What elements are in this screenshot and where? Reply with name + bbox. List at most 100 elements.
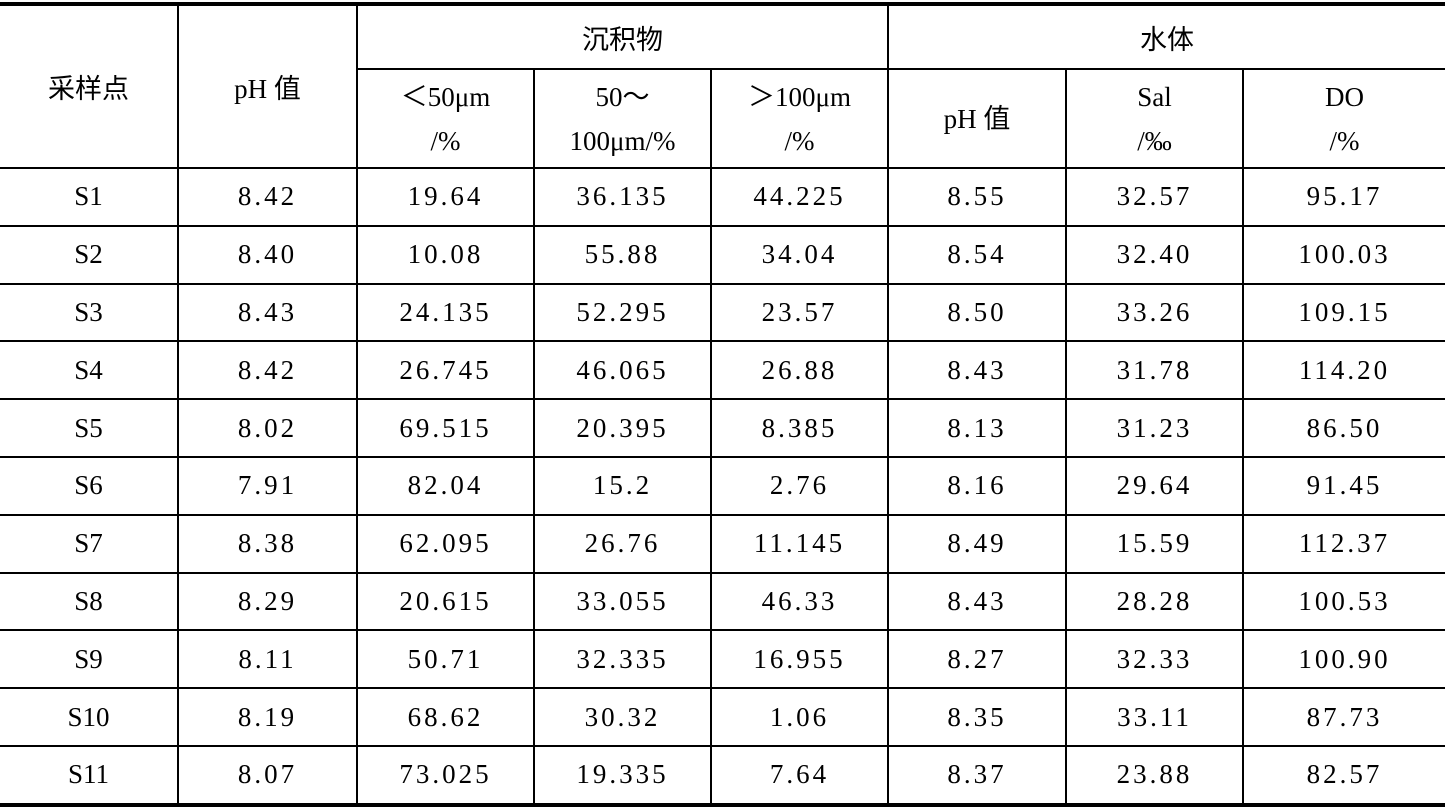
cell-do: 100.90 — [1242, 629, 1445, 690]
cell-lt50: 10.08 — [356, 224, 535, 285]
cell-water-ph: 8.35 — [887, 687, 1068, 747]
cell-lt50: 68.62 — [356, 687, 535, 747]
cell-sediment-ph: 8.29 — [177, 571, 358, 632]
cell-50-100: 19.335 — [533, 744, 712, 806]
cell-50-100: 55.88 — [533, 224, 712, 285]
cell-lt50: 73.025 — [356, 744, 535, 806]
cell-site: S1 — [0, 167, 179, 227]
cell-gt100: 44.225 — [709, 167, 890, 227]
cell-gt100: 11.145 — [709, 513, 890, 574]
header-unit: /‰ — [1137, 125, 1172, 156]
cell-gt100: 2.76 — [709, 455, 890, 516]
table-row: S1 8.42 19.64 36.135 44.225 8.55 32.57 95.17 — [0, 167, 1445, 227]
cell-do: 86.50 — [1242, 398, 1445, 458]
cell-lt50: 26.745 — [356, 340, 535, 401]
cell-lt50: 20.615 — [356, 571, 535, 632]
cell-water-ph: 8.49 — [887, 513, 1068, 574]
cell-do: 82.57 — [1242, 744, 1445, 806]
cell-sediment-ph: 8.42 — [177, 167, 358, 227]
cell-lt50: 19.64 — [356, 167, 535, 227]
header-line: DO — [1325, 81, 1365, 112]
cell-water-ph: 8.16 — [887, 455, 1068, 516]
header-do: DO /% — [1242, 68, 1445, 169]
cell-sediment-ph: 8.38 — [177, 513, 358, 574]
cell-water-ph: 8.13 — [887, 398, 1068, 458]
cell-50-100: 20.395 — [533, 398, 712, 458]
cell-lt50: 50.71 — [356, 629, 535, 690]
cell-gt100: 46.33 — [709, 571, 890, 632]
cell-sediment-ph: 8.42 — [177, 340, 358, 401]
cell-sediment-ph: 8.07 — [177, 744, 358, 806]
cell-sal: 29.64 — [1065, 455, 1245, 516]
table-row: S5 8.02 69.515 20.395 8.385 8.13 31.23 86.50 — [0, 398, 1445, 458]
header-line: ＞100μm — [748, 81, 851, 112]
cell-50-100: 52.295 — [533, 282, 712, 343]
cell-sediment-ph: 8.43 — [177, 282, 358, 343]
cell-water-ph: 8.43 — [887, 340, 1068, 401]
cell-gt100: 1.06 — [709, 687, 890, 747]
cell-do: 87.73 — [1242, 687, 1445, 747]
cell-do: 91.45 — [1242, 455, 1445, 516]
cell-water-ph: 8.43 — [887, 571, 1068, 632]
cell-50-100: 36.135 — [533, 167, 712, 227]
cell-gt100: 23.57 — [709, 282, 890, 343]
cell-gt100: 8.385 — [709, 398, 890, 458]
header-line: Sal — [1137, 81, 1172, 112]
cell-sal: 32.40 — [1065, 224, 1245, 285]
header-sediment: 沉积物 — [355, 3, 890, 70]
cell-water-ph: 8.27 — [887, 629, 1068, 690]
cell-lt50: 82.04 — [356, 455, 535, 516]
cell-do: 95.17 — [1242, 167, 1445, 227]
header-sediment-ph: pH 值 — [177, 3, 358, 169]
cell-site: S5 — [0, 398, 179, 458]
cell-do: 100.03 — [1242, 224, 1445, 285]
cell-water-ph: 8.54 — [887, 224, 1068, 285]
cell-sediment-ph: 8.19 — [177, 687, 358, 747]
cell-50-100: 46.065 — [533, 340, 712, 401]
cell-sal: 31.23 — [1065, 398, 1245, 458]
cell-lt50: 62.095 — [356, 513, 535, 574]
cell-50-100: 15.2 — [533, 455, 712, 516]
cell-gt100: 34.04 — [709, 224, 890, 285]
cell-site: S11 — [0, 744, 179, 806]
cell-50-100: 32.335 — [533, 629, 712, 690]
cell-site: S4 — [0, 340, 179, 401]
cell-sediment-ph: 8.11 — [177, 629, 358, 690]
cell-50-100: 33.055 — [533, 571, 712, 632]
cell-50-100: 26.76 — [533, 513, 712, 574]
header-water-ph: pH 值 — [887, 68, 1068, 169]
cell-water-ph: 8.55 — [887, 167, 1068, 227]
cell-lt50: 69.515 — [356, 398, 535, 458]
cell-sal: 15.59 — [1065, 513, 1245, 574]
header-lt50: ＜50μm /% — [357, 68, 535, 169]
cell-site: S9 — [0, 629, 179, 690]
header-unit: /% — [430, 125, 461, 156]
cell-50-100: 30.32 — [533, 687, 712, 747]
header-gt100: ＞100μm /% — [709, 68, 890, 169]
cell-site: S3 — [0, 282, 179, 343]
cell-gt100: 16.955 — [709, 629, 890, 690]
cell-sal: 32.33 — [1065, 629, 1245, 690]
table-row: S4 8.42 26.745 46.065 26.88 8.43 31.78 114.20 — [0, 340, 1445, 401]
cell-do: 109.15 — [1242, 282, 1445, 343]
table-row: S10 8.19 68.62 30.32 1.06 8.35 33.11 87.73 — [0, 687, 1445, 747]
cell-sal: 33.11 — [1065, 687, 1245, 747]
table-row: S9 8.11 50.71 32.335 16.955 8.27 32.33 100.90 — [0, 629, 1445, 690]
cell-sal: 33.26 — [1065, 282, 1245, 343]
cell-sal: 31.78 — [1065, 340, 1245, 401]
header-unit: 100μm/% — [569, 125, 676, 156]
cell-sal: 28.28 — [1065, 571, 1245, 632]
cell-lt50: 24.135 — [356, 282, 535, 343]
cell-do: 112.37 — [1242, 513, 1445, 574]
header-line: 50～ — [595, 81, 650, 112]
cell-do: 114.20 — [1242, 340, 1445, 401]
header-sal: Sal /‰ — [1065, 68, 1245, 169]
table-row: S6 7.91 82.04 15.2 2.76 8.16 29.64 91.45 — [0, 455, 1445, 516]
cell-site: S7 — [0, 513, 179, 574]
cell-water-ph: 8.50 — [887, 282, 1068, 343]
table-row: S8 8.29 20.615 33.055 46.33 8.43 28.28 100.53 — [0, 571, 1445, 632]
cell-sal: 23.88 — [1065, 744, 1245, 806]
cell-gt100: 7.64 — [709, 744, 890, 806]
cell-gt100: 26.88 — [709, 340, 890, 401]
